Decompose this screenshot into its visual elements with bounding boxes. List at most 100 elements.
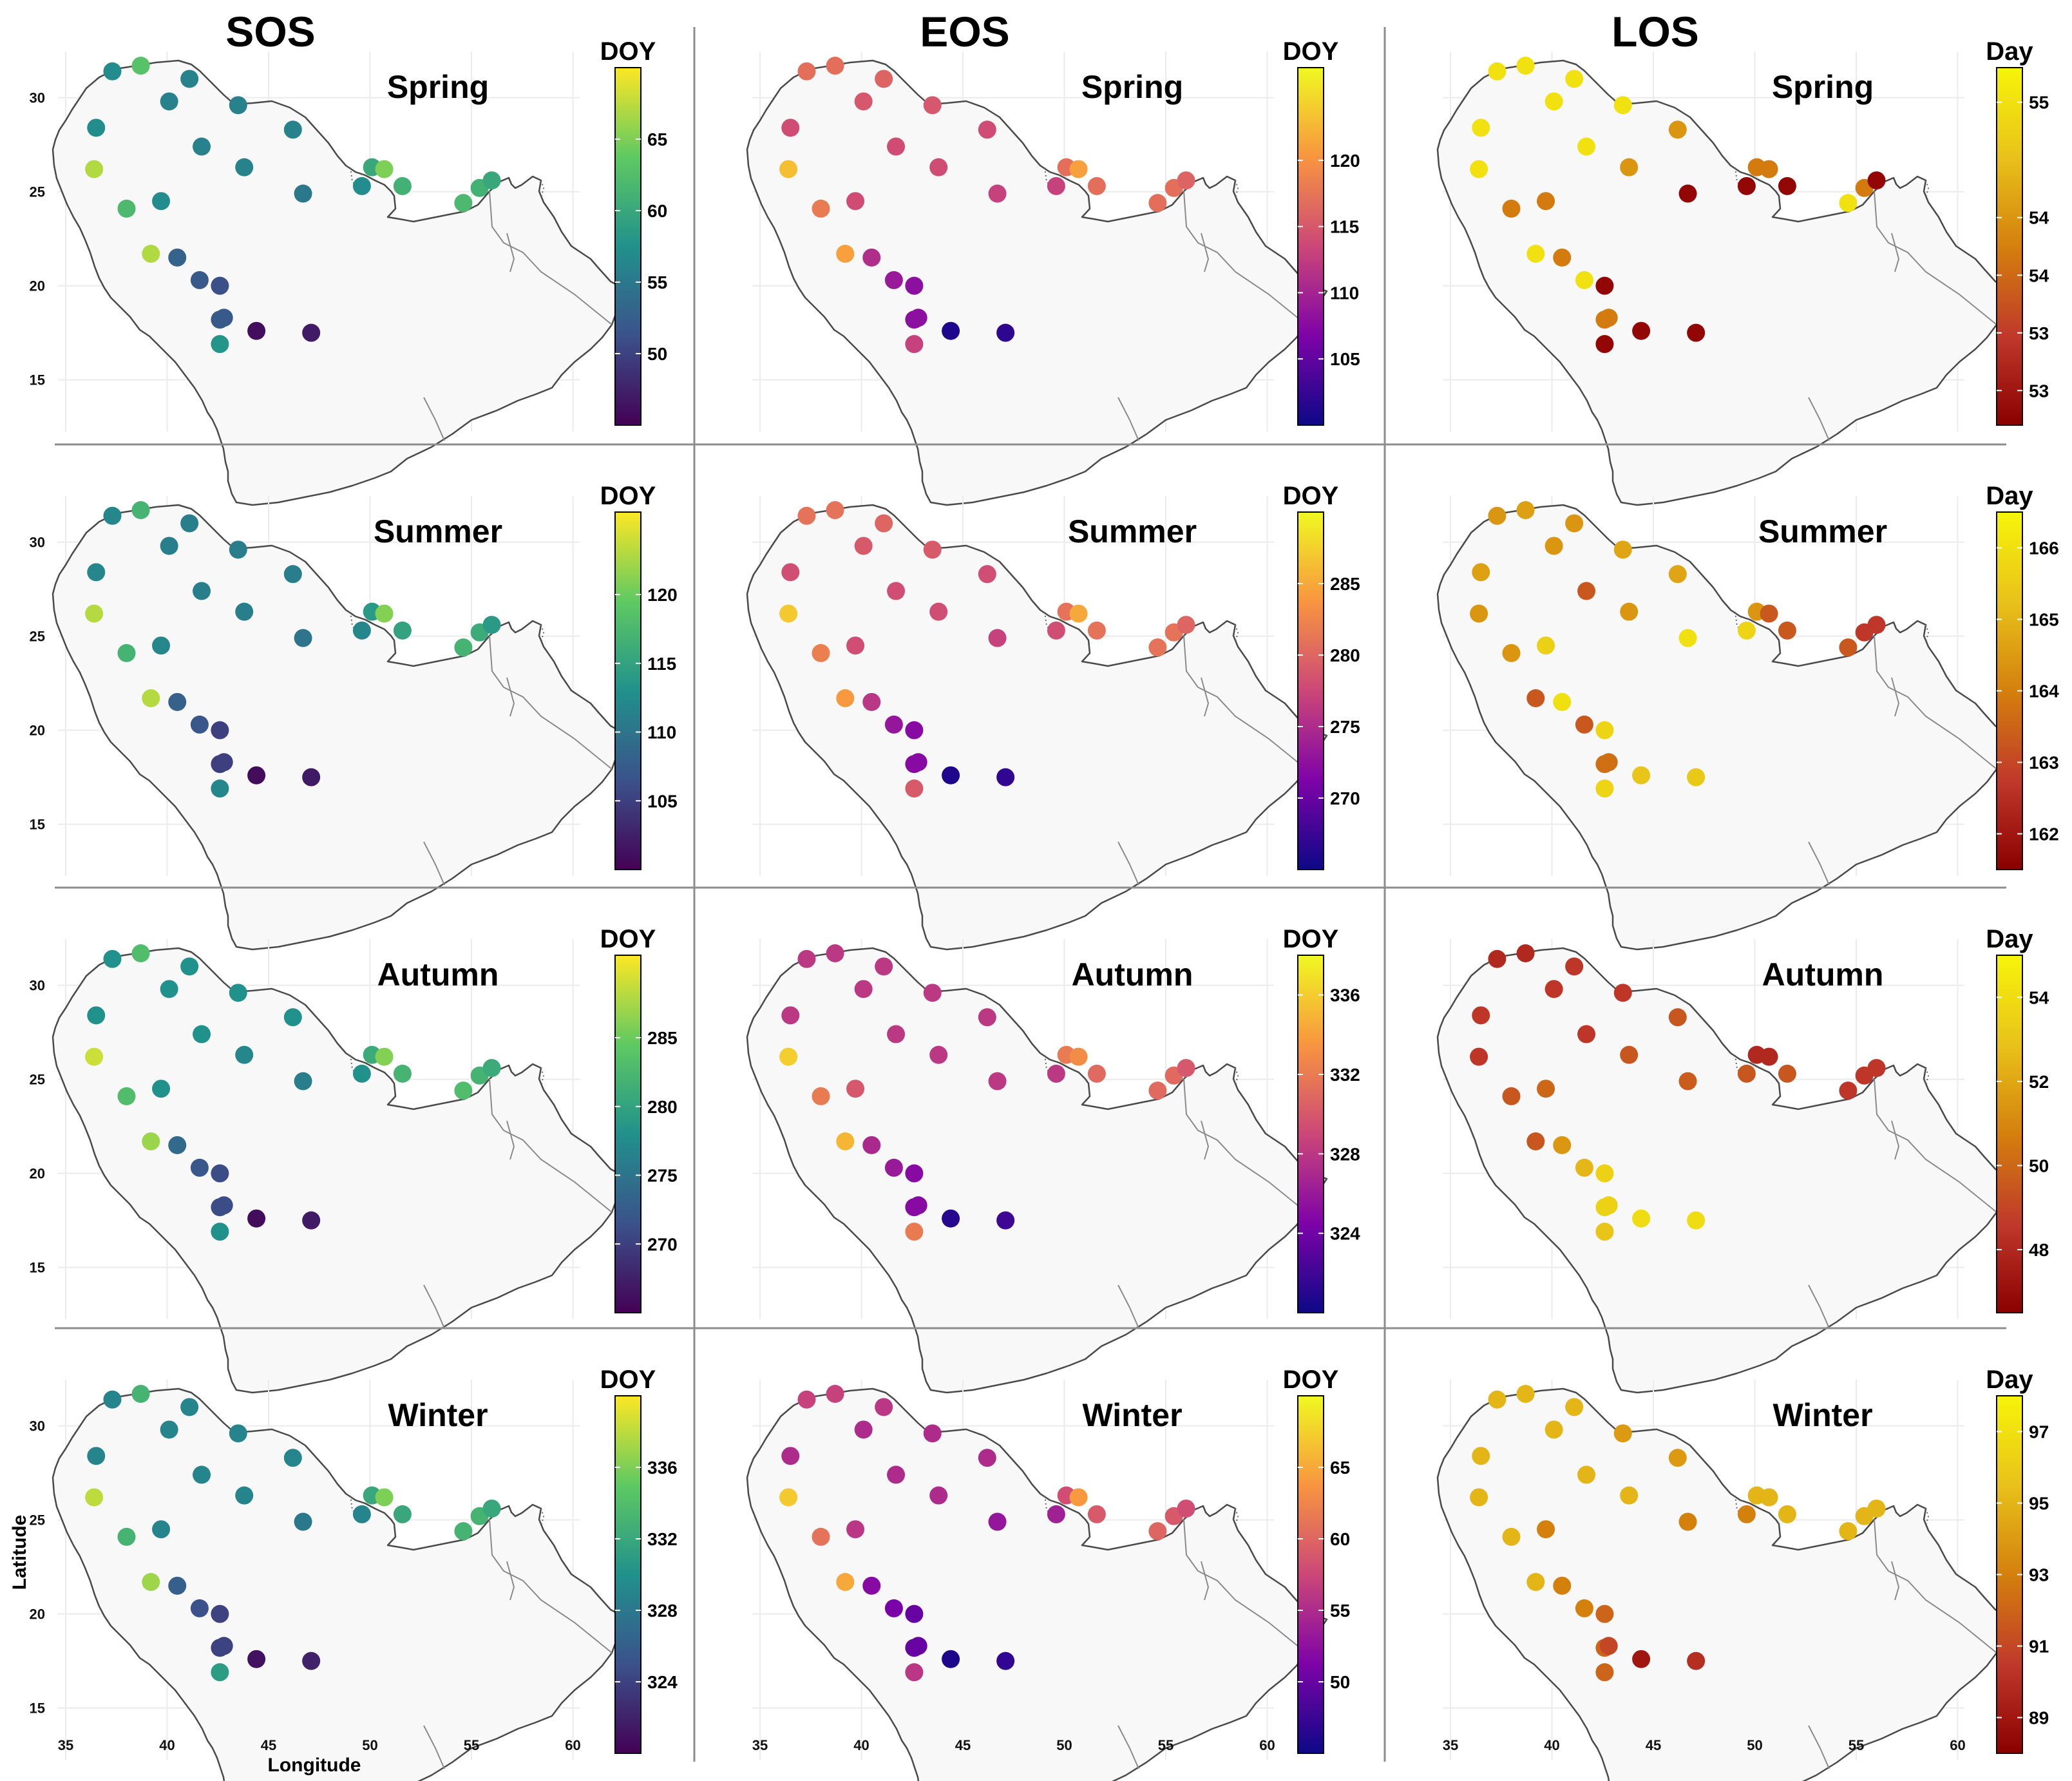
colorbar-tick-label: 275: [1330, 717, 1360, 737]
station-point: [375, 1047, 394, 1066]
station-point: [152, 1080, 171, 1098]
station-point: [1760, 160, 1778, 178]
station-point: [929, 158, 948, 176]
colorbar-tick-label: 275: [647, 1166, 678, 1186]
station-point: [117, 1527, 136, 1546]
country-borders: [1044, 611, 1307, 886]
lat-tick-label: 30: [30, 978, 45, 994]
station-point: [211, 1605, 229, 1623]
station-point: [1488, 62, 1506, 81]
colorbar-tick-label: 55: [1330, 1601, 1350, 1621]
station-point: [393, 176, 412, 195]
station-point: [942, 1650, 960, 1668]
lat-tick-label: 15: [30, 1260, 45, 1276]
station-point: [152, 1520, 171, 1539]
station-point: [826, 1385, 844, 1403]
station-point: [812, 643, 830, 662]
colorbar-title: DOY: [1283, 925, 1339, 953]
station-point: [996, 323, 1015, 342]
station-point: [905, 335, 924, 354]
station-point: [1526, 689, 1545, 707]
lon-tick-label: 60: [1950, 1737, 1965, 1753]
colorbar: DOY 336 332 328 324: [1283, 925, 1360, 1313]
station-point: [1502, 643, 1521, 662]
colorbar-tick-label: 285: [1330, 574, 1360, 594]
station-point: [168, 692, 187, 711]
station-point: [1575, 271, 1593, 289]
lat-tick-label: 15: [30, 1700, 45, 1717]
lat-tick-label: 25: [30, 184, 45, 200]
station-point: [482, 1500, 501, 1518]
arabian-peninsula-outline: [746, 59, 1328, 506]
station-point: [779, 1488, 798, 1507]
station-point: [875, 1398, 893, 1416]
lon-tick-label: 35: [1443, 1737, 1458, 1753]
colorbar-tick-label: 105: [1330, 349, 1360, 369]
arabian-peninsula-outline: [1436, 1387, 2019, 1781]
station-point: [193, 1025, 211, 1043]
colorbar-tick-label: 54: [2029, 208, 2049, 228]
colorbar-gradient: [1997, 68, 2022, 425]
station-point: [1737, 621, 1756, 640]
station-point: [978, 120, 996, 139]
station-point: [117, 1087, 136, 1105]
station-point: [909, 1196, 927, 1215]
station-point: [1595, 779, 1614, 798]
season-title: Autumn: [377, 957, 499, 993]
station-point: [352, 1505, 371, 1523]
colorbar-tick-label: 52: [2029, 1072, 2049, 1092]
station-point: [996, 1652, 1015, 1670]
colorbar-tick-label: 120: [1330, 151, 1360, 171]
station-point: [1177, 1059, 1195, 1078]
station-point: [1047, 176, 1065, 195]
station-point: [1839, 1081, 1858, 1100]
panel-los-summer: Summer Day 166 165 164 163 162: [1436, 482, 2059, 951]
station-point: [103, 506, 122, 525]
station-point: [294, 629, 312, 647]
station-point: [85, 604, 104, 623]
colorbar: DOY 285 280 275 270: [1283, 482, 1360, 870]
station-point: [454, 1522, 473, 1541]
station-point: [1537, 1080, 1555, 1098]
station-point: [812, 1527, 830, 1546]
station-point: [1599, 309, 1618, 327]
colorbar: Day 55 54 54 53 53: [1986, 37, 2049, 426]
station-point: [1599, 753, 1618, 772]
station-point: [117, 199, 136, 218]
station-point: [214, 753, 233, 772]
station-point: [1470, 1488, 1488, 1507]
country-borders: [1735, 1054, 1997, 1329]
station-point: [1087, 1064, 1106, 1083]
station-point: [862, 1136, 881, 1154]
station-point: [142, 689, 160, 707]
colorbar-title: Day: [1986, 37, 2033, 66]
station-point: [1668, 120, 1687, 139]
station-point: [1537, 636, 1555, 655]
station-point: [1839, 1522, 1858, 1541]
colorbar-tick-label: 50: [647, 344, 667, 364]
station-point: [1544, 92, 1563, 111]
station-point: [884, 1158, 903, 1177]
colorbar-tick-label: 97: [2029, 1422, 2049, 1442]
colorbar-title: DOY: [600, 482, 656, 510]
station-point: [211, 1663, 229, 1682]
colorbar-tick-label: 280: [1330, 645, 1360, 665]
station-point: [1502, 1087, 1521, 1105]
station-point: [1502, 1527, 1521, 1546]
station-point: [996, 1211, 1015, 1230]
colorbar-title: Day: [1986, 925, 2033, 953]
station-point: [1148, 194, 1167, 213]
station-point: [180, 70, 199, 88]
station-point: [1544, 980, 1563, 998]
station-point: [283, 1008, 302, 1027]
station-point: [923, 540, 942, 559]
station-point: [152, 192, 171, 211]
station-point: [1069, 1047, 1088, 1066]
station-point: [1687, 1652, 1706, 1670]
station-point: [302, 1211, 321, 1230]
station-point: [1577, 1025, 1596, 1043]
lon-tick-label: 45: [261, 1737, 276, 1753]
station-point: [1047, 1505, 1065, 1523]
station-point: [211, 335, 229, 354]
station-point: [797, 1390, 816, 1409]
